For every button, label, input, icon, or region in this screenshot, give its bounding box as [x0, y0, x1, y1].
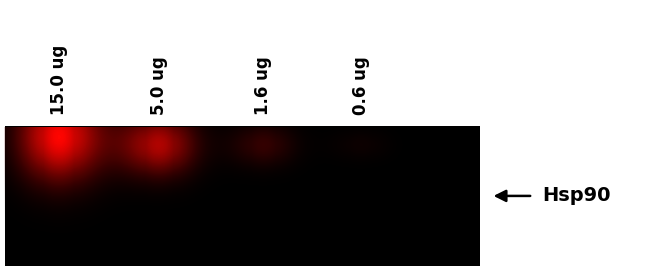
Text: 0.6 ug: 0.6 ug: [352, 56, 370, 115]
Text: 15.0 ug: 15.0 ug: [49, 45, 68, 115]
Text: Hsp90: Hsp90: [543, 186, 611, 206]
Text: 5.0 ug: 5.0 ug: [150, 56, 168, 115]
Bar: [5, 126, 480, 266]
Text: 1.6 ug: 1.6 ug: [254, 56, 272, 115]
